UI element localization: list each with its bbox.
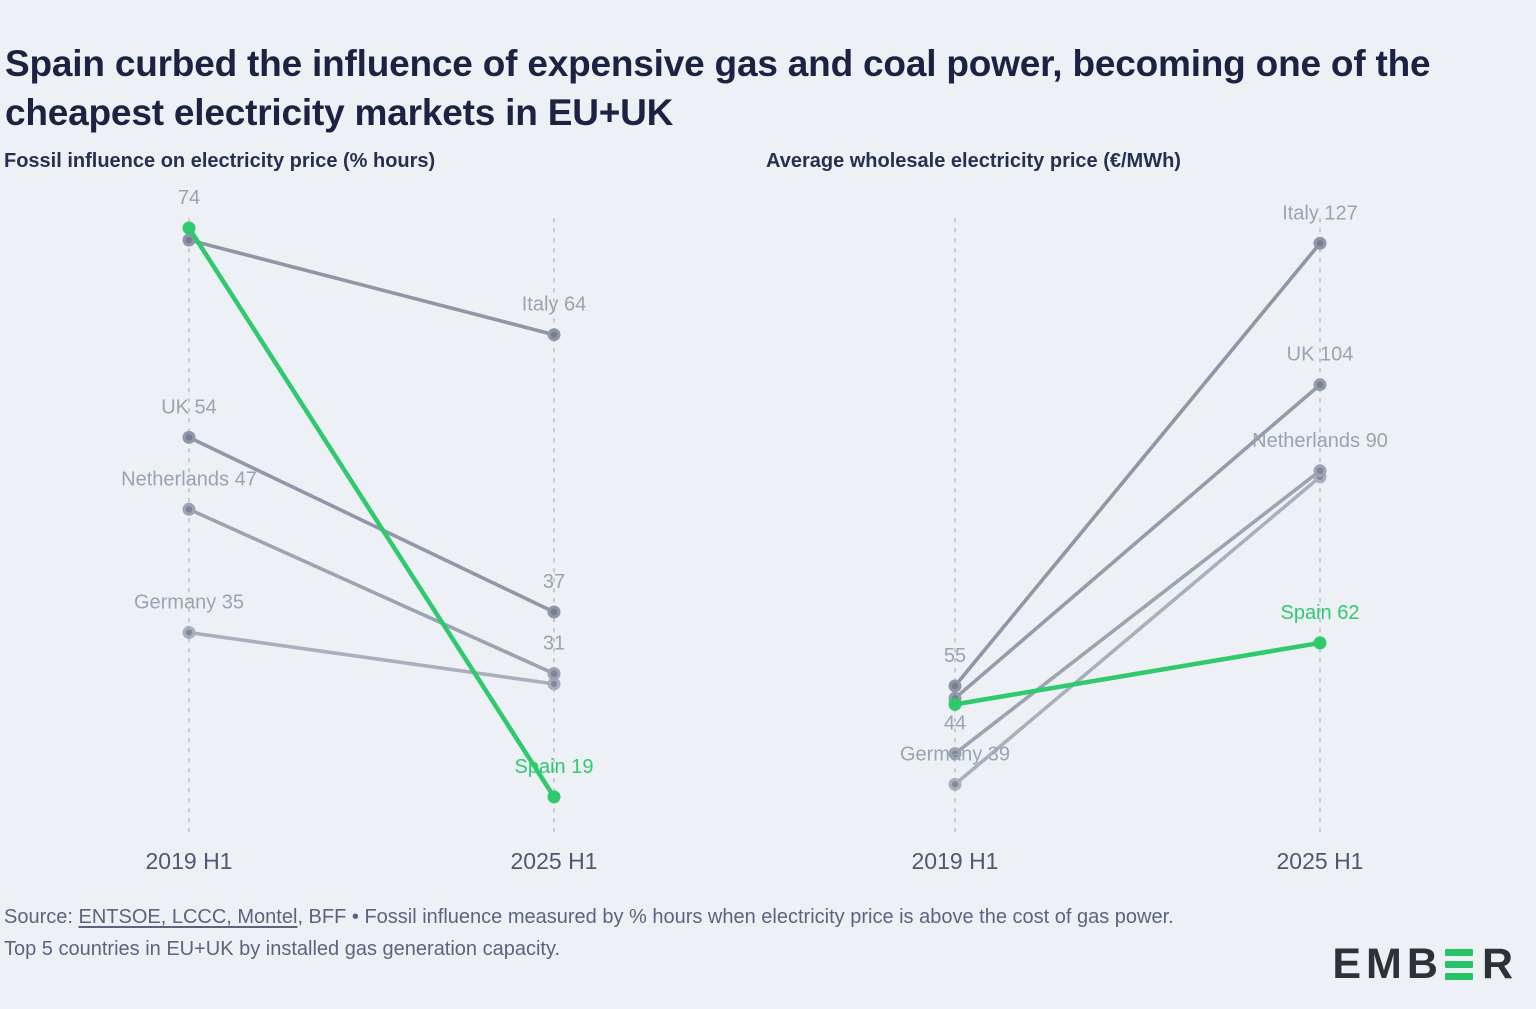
line-uk — [187, 435, 556, 614]
label-netherlands-2019-h1: 44 — [944, 713, 966, 735]
dot-core-netherlands-2025-h1 — [1316, 467, 1324, 474]
line-netherlands — [187, 507, 556, 676]
dot-core-italy-2025-h1 — [1316, 240, 1324, 247]
footer: Source: ENTSOE, LCCC, Montel, BFF • Foss… — [4, 901, 1234, 965]
label-uk-2019-h1: UK 54 — [161, 396, 217, 418]
dot-core-uk-2025-h1 — [1316, 381, 1324, 388]
label-germany-2019-h1: Germany 35 — [134, 592, 244, 614]
chart-average-wholesale-electricity: 2019 H1 2025 H1 Germany 39 44 Netherlands 90… — [900, 202, 1388, 874]
dot-core-netherlands-2019-h1 — [951, 750, 959, 757]
ember-logo: EMB R — [1332, 940, 1513, 989]
page-title: Spain curbed the influence of expensive … — [5, 42, 1431, 133]
logo-letters-emb: EMB — [1332, 940, 1443, 988]
dot-spain-2019-h1 — [948, 697, 962, 711]
line-germany — [953, 475, 1322, 787]
source-rest: , BFF • Fossil influence measured by % h… — [297, 906, 1174, 928]
label-netherlands-2019-h1: Netherlands 47 — [121, 468, 257, 490]
label-italy-2025-h1: Italy 127 — [1282, 202, 1358, 224]
dot-core-netherlands-2025-h1 — [550, 670, 558, 677]
footer-note: Top 5 countries in EU+UK by installed ga… — [4, 938, 561, 960]
dot-spain-2019-h1 — [182, 221, 196, 235]
label-uk-2025-h1: UK 104 — [1287, 344, 1354, 366]
label-italy-2019-h1: 55 — [944, 645, 966, 667]
chart-fossil-influence-on: 2019 H1 2025 H1 Germany 35 Netherlands 47 31… — [121, 187, 597, 874]
line-spain — [952, 640, 1323, 707]
logo-e-bars-icon — [1444, 949, 1473, 980]
panel-title-fossil-influence: Fossil influence on electricity price (%… — [4, 150, 436, 172]
source-prefix: Source: — [4, 906, 79, 928]
dot-core-germany-2019-h1 — [185, 629, 193, 636]
logo-bar — [1444, 973, 1473, 980]
logo-letter-r: R — [1481, 940, 1513, 988]
dot-core-netherlands-2019-h1 — [185, 506, 193, 513]
logo-bar — [1444, 961, 1473, 968]
label-uk-2025-h1: 37 — [543, 571, 565, 593]
line-uk — [953, 382, 1322, 701]
dot-core-italy-2025-h1 — [550, 331, 558, 338]
dot-core-germany-2019-h1 — [951, 781, 959, 788]
dot-core-italy-2019-h1 — [951, 682, 959, 690]
label-spain-2025-h1: Spain 19 — [515, 756, 594, 778]
line-germany — [187, 630, 556, 686]
line-spain — [186, 225, 557, 800]
line-italy — [953, 241, 1322, 688]
label-germany-2019-h1: Germany 39 — [900, 743, 1010, 765]
dot-spain-2025-h1 — [547, 790, 561, 804]
label-italy-2025-h1: Italy 64 — [522, 294, 586, 316]
footer-source-line: Source: ENTSOE, LCCC, Montel, BFF • Foss… — [4, 901, 1234, 933]
line-netherlands — [953, 468, 1322, 756]
logo-bar — [1444, 949, 1473, 956]
dot-spain-2025-h1 — [1313, 636, 1327, 650]
label-italy-2019-h1: 74 — [178, 187, 200, 209]
source-links[interactable]: ENTSOE, LCCC, Montel — [78, 906, 298, 928]
axis-label-2019-h1: 2019 H1 — [146, 848, 233, 874]
label-netherlands-2025-h1: Netherlands 90 — [1252, 430, 1388, 452]
dot-core-uk-2025-h1 — [550, 608, 558, 616]
axis-label-2019-h1: 2019 H1 — [912, 848, 999, 874]
axis-label-2025-h1: 2025 H1 — [511, 848, 598, 874]
dot-core-uk-2019-h1 — [185, 434, 193, 441]
label-spain-2025-h1: Spain 62 — [1281, 602, 1360, 624]
label-netherlands-2025-h1: 31 — [543, 633, 565, 655]
line-italy — [187, 238, 556, 337]
dot-core-italy-2019-h1 — [185, 236, 193, 244]
dot-core-germany-2025-h1 — [550, 680, 558, 688]
panel-title-wholesale-price: Average wholesale electricity price (€/M… — [766, 150, 1181, 172]
axis-label-2025-h1: 2025 H1 — [1277, 848, 1364, 874]
